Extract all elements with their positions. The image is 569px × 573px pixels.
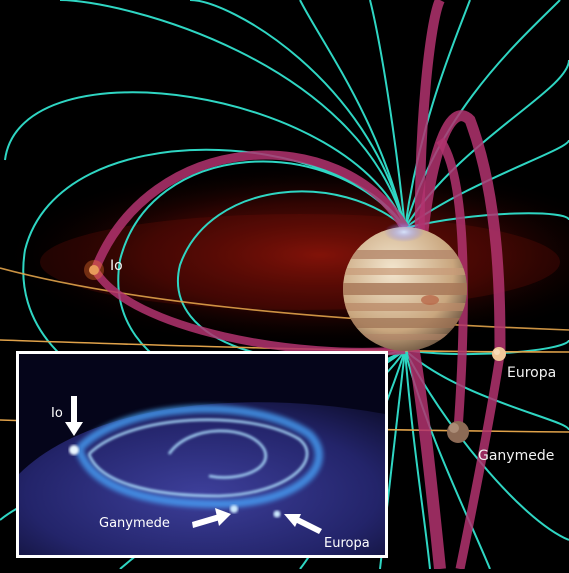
jupiter-planet xyxy=(343,222,467,351)
inset-europa-label: Europa xyxy=(324,536,370,551)
ganymede-arrow xyxy=(192,508,231,528)
inset-ganymede-label: Ganymede xyxy=(99,516,170,531)
io-label: Io xyxy=(110,258,123,274)
europa-label: Europa xyxy=(507,365,557,381)
io-arrow xyxy=(65,396,83,436)
europa-arrow xyxy=(284,514,322,534)
ganymede-label: Ganymede xyxy=(478,448,555,464)
europa-moon xyxy=(492,347,506,361)
aurora-image xyxy=(19,354,385,555)
aurora-inset: Io Ganymede Europa xyxy=(16,351,388,558)
io-moon xyxy=(84,260,104,280)
inset-io-label: Io xyxy=(51,406,63,421)
ganymede-moon xyxy=(447,421,469,443)
